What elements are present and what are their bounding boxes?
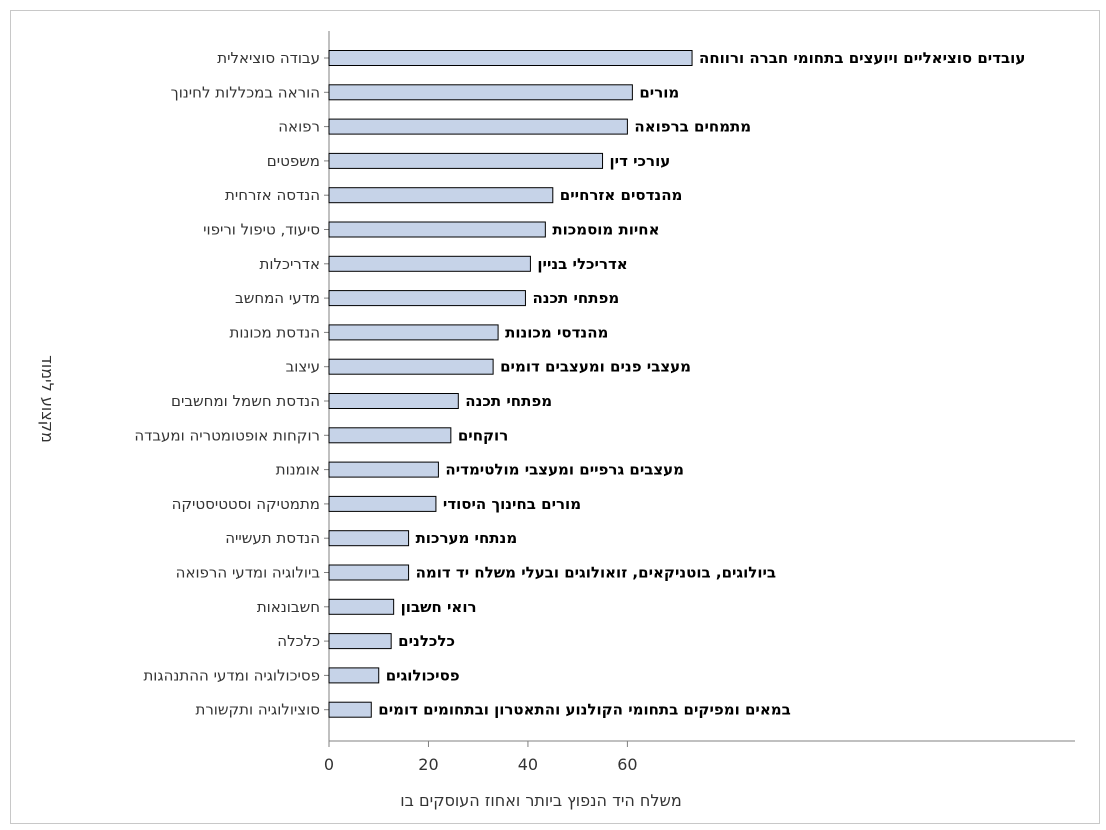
bar-label: מהנדסים אזרחיים bbox=[560, 186, 683, 204]
bar bbox=[328, 633, 392, 650]
bar-label: מהנדסי מכונות bbox=[505, 323, 608, 341]
bar-chart: 0 20 40 60 עבודה סוציאלית עובדים סוציאליים ו… bbox=[38, 31, 1075, 810]
category-label: סיעוד, טיפול וריפוי bbox=[203, 221, 320, 239]
x-tick-label: 0 bbox=[324, 755, 334, 774]
y-axis-title: מקצוע לימוד bbox=[38, 355, 57, 443]
bar bbox=[328, 290, 526, 307]
bar-label: עורכי דין bbox=[610, 152, 671, 170]
bar-label: ביולוגים, בוטניקאים, זואולוגים ובעלי משל… bbox=[416, 564, 777, 582]
bar bbox=[328, 427, 452, 444]
bar-label: מנתחי מערכות bbox=[416, 529, 518, 547]
bar bbox=[328, 564, 410, 581]
bar-label: מעצבים גרפיים ומעצבי מולטימדיה bbox=[445, 461, 684, 479]
category-label: פסיכולוגיה ומדעי ההתנהגות bbox=[143, 666, 320, 684]
category-label: כלכלה bbox=[277, 632, 320, 650]
x-tick-label: 60 bbox=[617, 755, 637, 774]
x-tick-label: 20 bbox=[418, 755, 438, 774]
bar bbox=[328, 530, 410, 547]
category-label: מתמטיקה וסטטיסטיקה bbox=[172, 495, 320, 513]
bar bbox=[328, 84, 633, 101]
bar bbox=[328, 187, 554, 204]
bar-label: מורים bbox=[639, 83, 679, 101]
category-label: סוציולוגיה ותקשורת bbox=[195, 701, 320, 719]
bar bbox=[328, 152, 604, 169]
bar bbox=[328, 495, 437, 512]
bar-label: מורים בחינוך היסודי bbox=[443, 495, 581, 513]
chart-container: 0 20 40 60 עבודה סוציאלית עובדים סוציאליים ו… bbox=[10, 10, 1100, 824]
category-label: הנדסת חשמל ומחשבים bbox=[171, 392, 320, 410]
bar-label: אחיות מוסמכות bbox=[552, 221, 659, 239]
category-label: הנדסה אזרחית bbox=[225, 186, 320, 204]
bar bbox=[328, 358, 494, 375]
labels-layer: עבודה סוציאלית עובדים סוציאליים ויועצים ב… bbox=[134, 49, 1025, 719]
category-label: אדריכלות bbox=[260, 255, 320, 273]
bar-label: פסיכולוגים bbox=[386, 666, 460, 684]
category-label: ביולוגיה ומדעי הרפואה bbox=[176, 564, 321, 582]
category-label: משפטים bbox=[267, 152, 320, 170]
category-label: חשבונאות bbox=[257, 598, 320, 616]
bar-label: רואי חשבון bbox=[401, 598, 477, 616]
bar bbox=[328, 598, 395, 615]
bar-label: אדריכלי בניין bbox=[537, 255, 627, 273]
bar-label: מתמחים ברפואה bbox=[634, 118, 751, 136]
bar bbox=[328, 118, 628, 135]
category-label: רפואה bbox=[278, 118, 320, 136]
bar bbox=[328, 221, 546, 238]
bar bbox=[328, 324, 499, 341]
bar bbox=[328, 393, 459, 409]
bar-label: רוקחים bbox=[458, 426, 508, 444]
category-label: אומנות bbox=[276, 461, 320, 479]
bar bbox=[328, 50, 693, 66]
bar-label: מפתחי תכנה bbox=[465, 392, 552, 410]
category-label: הנדסת תעשייה bbox=[225, 529, 320, 547]
category-label: הוראה במכללות לחינוך bbox=[171, 83, 320, 101]
x-axis-title: משלח היד הנפוץ ביותר ואחוז העוסקים בו bbox=[400, 791, 681, 810]
bars-layer bbox=[328, 50, 693, 718]
bar-label: כלכלנים bbox=[398, 632, 455, 650]
category-label: רוקחות אופטומטריה ומעבדה bbox=[134, 426, 320, 444]
category-label: עיצוב bbox=[286, 358, 320, 376]
category-label: מדעי המחשב bbox=[235, 289, 320, 307]
bar-label: מעצבי פנים ומעצבים דומים bbox=[500, 358, 691, 376]
bar bbox=[328, 461, 439, 478]
axes-layer: 0 20 40 60 bbox=[324, 31, 1075, 774]
category-label: הנדסת מכונות bbox=[229, 323, 320, 341]
bar bbox=[328, 255, 531, 272]
bar-label: עובדים סוציאליים ויועצים בתחומי חברה ורו… bbox=[699, 49, 1025, 67]
bar-label: מפתחי תכנה bbox=[532, 289, 619, 307]
bar bbox=[328, 701, 372, 718]
x-tick-label: 40 bbox=[518, 755, 538, 774]
bar-label: במאים ומפיקים בתחומי הקולנוע והתאטרון וב… bbox=[378, 701, 790, 719]
bar bbox=[328, 667, 380, 684]
category-label: עבודה סוציאלית bbox=[217, 49, 320, 67]
